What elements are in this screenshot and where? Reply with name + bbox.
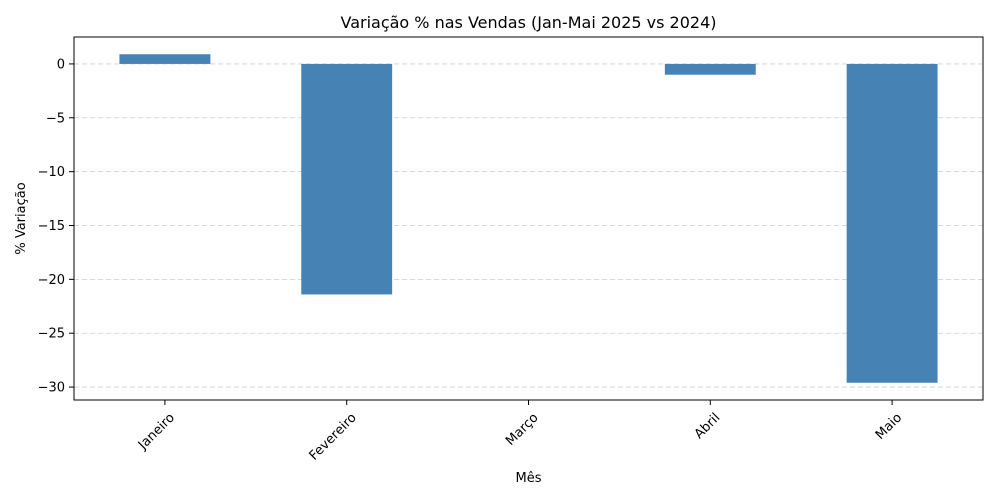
y-tick-label: −30 bbox=[38, 381, 65, 396]
y-tick-label: −20 bbox=[38, 273, 65, 288]
bar-maio bbox=[846, 63, 938, 383]
bars bbox=[119, 54, 938, 383]
x-axis-title: Mês bbox=[516, 471, 542, 486]
y-tick-label: −10 bbox=[38, 165, 65, 180]
y-axis: 0 −5 −10 −15 −20 −25 −30 bbox=[38, 57, 74, 396]
y-axis-title: % Variação bbox=[14, 182, 29, 254]
y-tick-label: −15 bbox=[38, 219, 65, 234]
bar-fevereiro bbox=[301, 63, 393, 295]
bar-janeiro bbox=[119, 54, 211, 64]
y-tick-label: −25 bbox=[38, 327, 65, 342]
bar-abril bbox=[664, 63, 756, 75]
y-tick-label: −5 bbox=[46, 111, 65, 126]
chart-title: Variação % nas Vendas (Jan-Mai 2025 vs 2… bbox=[340, 13, 716, 32]
y-tick-label: 0 bbox=[57, 57, 65, 72]
